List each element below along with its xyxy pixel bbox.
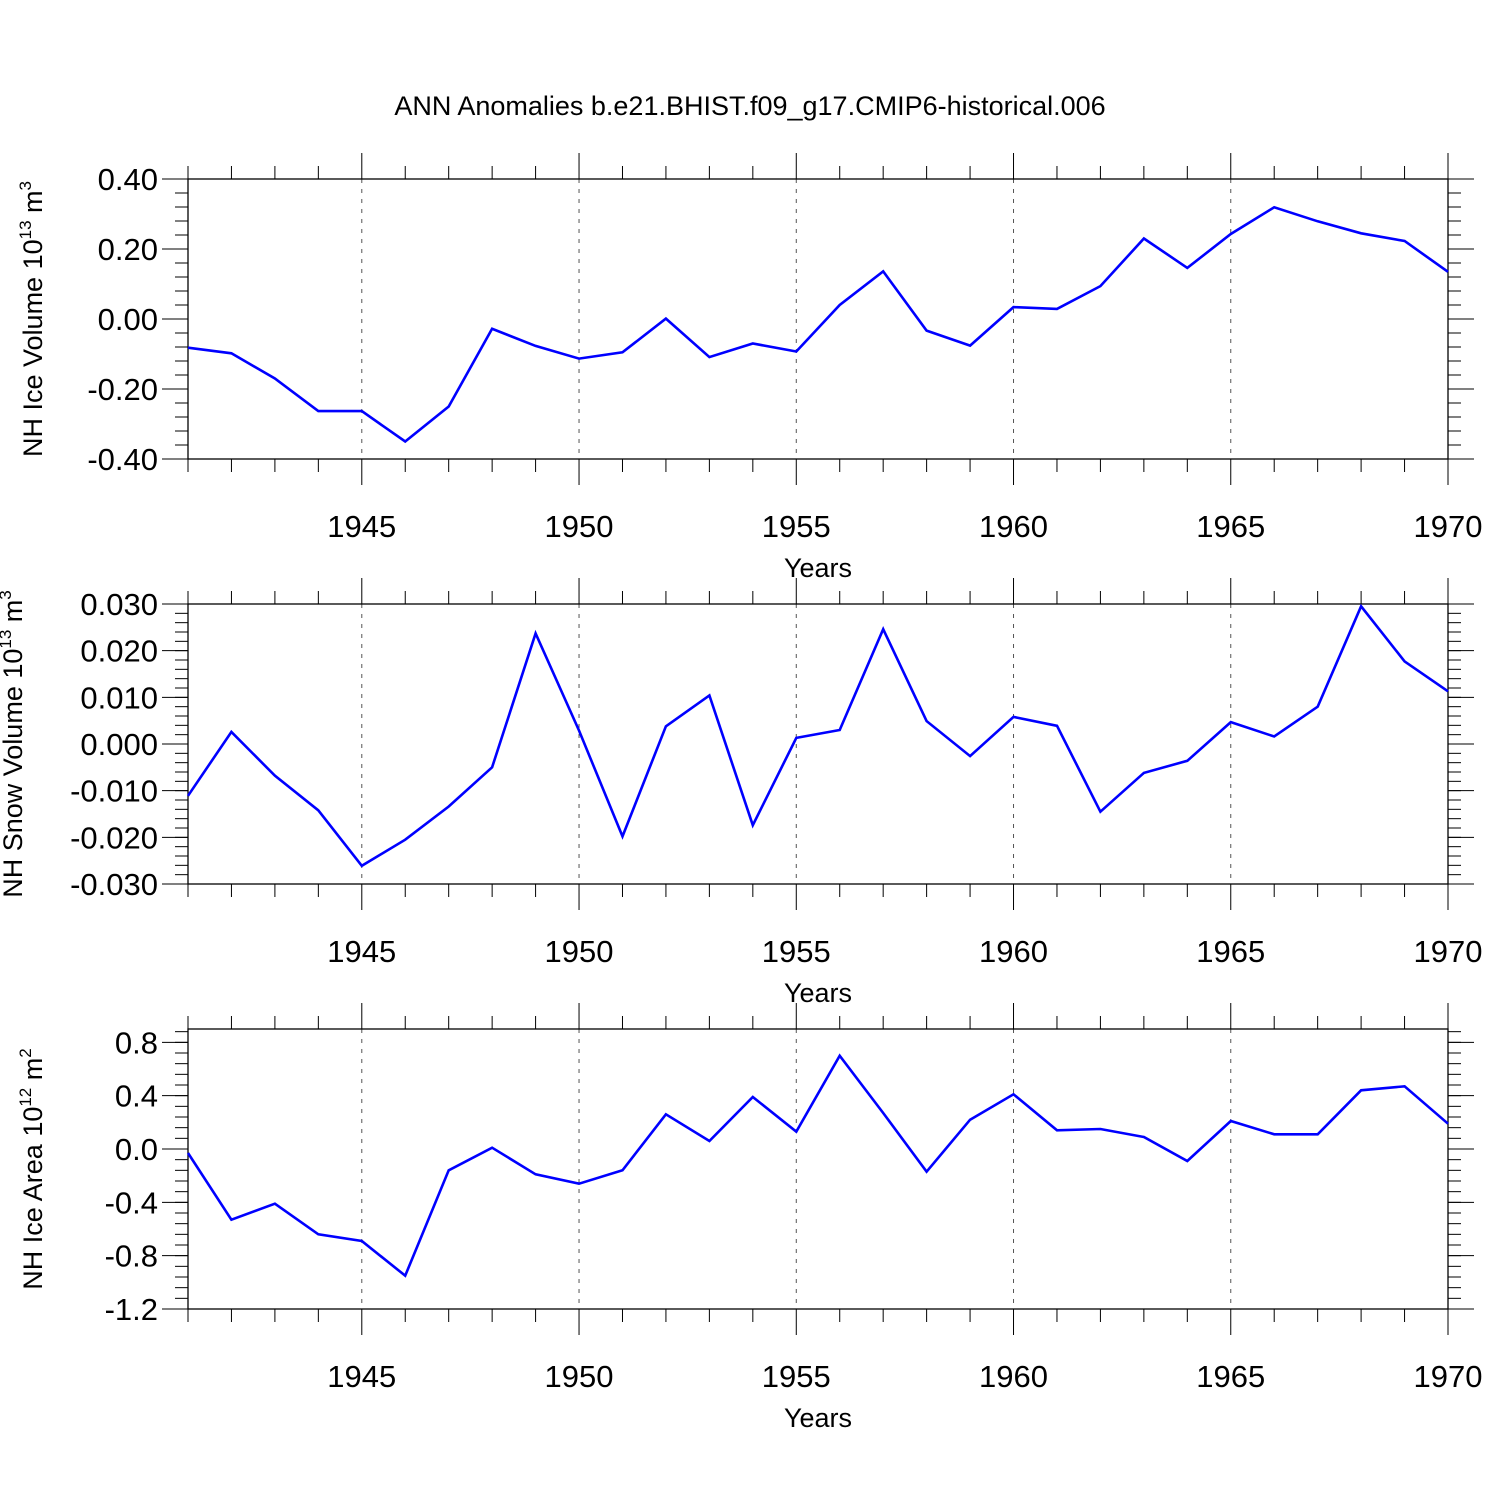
y-axis-label-exponent: 13 <box>0 630 15 649</box>
series-line <box>187 205 1449 444</box>
y-tick-label: 0.000 <box>80 727 158 762</box>
y-axis-label-exponent: 13 <box>16 220 35 239</box>
y-axis-label-unit: m <box>18 1058 48 1088</box>
x-tick-label: 1945 <box>327 509 396 544</box>
x-tick-label: 1945 <box>327 1359 396 1394</box>
y-tick-label: 0.010 <box>80 680 158 715</box>
x-tick-label: 1965 <box>1196 509 1265 544</box>
y-axis-label-text: NH Snow Volume 10 <box>0 649 28 898</box>
y-axis-label-unit: m <box>0 600 28 630</box>
y-tick-label: -0.4 <box>105 1185 158 1220</box>
y-tick-label: -1.2 <box>105 1292 158 1327</box>
chart-panel-2: -0.030 -0.020 -0.010 0.000 0.010 0.020 0.030 19… <box>0 578 1482 1008</box>
y-tick-label: -0.020 <box>70 820 158 855</box>
series-line <box>186 1053 1449 1278</box>
x-tick-label: 1945 <box>327 934 396 969</box>
y-tick-label: -0.20 <box>87 372 158 407</box>
y-axis-label: NH Ice Volume 1013 m3 <box>16 181 48 457</box>
y-tick-label: -0.8 <box>105 1239 158 1274</box>
y-tick-label: 0.20 <box>98 232 158 267</box>
y-axis-label-exponent: 12 <box>16 1088 35 1107</box>
y-axis-label: NH Ice Area 1012 m2 <box>16 1048 48 1289</box>
chart-title: ANN Anomalies b.e21.BHIST.f09_g17.CMIP6-… <box>394 91 1105 121</box>
y-axis-label-unit-exponent: 2 <box>16 1048 35 1057</box>
plot-frame <box>187 603 1449 885</box>
x-tick-label: 1965 <box>1196 1359 1265 1394</box>
x-tick-label: 1955 <box>762 1359 831 1394</box>
y-tick-label: 0.030 <box>80 587 158 622</box>
y-tick-label: -0.030 <box>70 867 158 902</box>
x-tick-label: 1960 <box>979 509 1048 544</box>
x-tick-label: 1950 <box>545 1359 614 1394</box>
y-tick-label: 0.00 <box>98 302 158 337</box>
x-tick-label: 1970 <box>1414 509 1483 544</box>
series-line <box>186 603 1449 868</box>
y-tick-label: 0.4 <box>115 1079 158 1114</box>
x-axis-label: Years <box>784 1403 852 1433</box>
x-tick-label: 1970 <box>1414 934 1483 969</box>
x-tick-label: 1955 <box>762 509 831 544</box>
y-tick-label: 0.40 <box>98 162 158 197</box>
chart-panels: -0.40 -0.20 0.00 0.20 0.40 1945 1950 1955 1960 19… <box>0 153 1482 1433</box>
x-tick-label: 1950 <box>545 509 614 544</box>
chart-panel-3: -1.2 -0.8 -0.4 0.0 0.4 0.8 1945 1950 1955 1960 196… <box>16 1003 1482 1433</box>
y-axis-label-text: NH Ice Area 10 <box>18 1107 48 1290</box>
x-axis-label: Years <box>784 553 852 583</box>
chart-panel-1: -0.40 -0.20 0.00 0.20 0.40 1945 1950 1955 1960 19… <box>16 153 1482 583</box>
y-tick-label: 0.8 <box>115 1025 158 1060</box>
y-tick-label: -0.010 <box>70 774 158 809</box>
x-tick-label: 1965 <box>1196 934 1265 969</box>
x-tick-label: 1960 <box>979 1359 1048 1394</box>
y-tick-label: -0.40 <box>87 442 158 477</box>
y-axis-label-unit-exponent: 3 <box>0 590 15 599</box>
y-axis-label-unit: m <box>18 190 48 220</box>
x-tick-label: 1970 <box>1414 1359 1483 1394</box>
y-axis-label-unit-exponent: 3 <box>16 181 35 190</box>
plot-frame <box>187 178 1449 460</box>
x-tick-label: 1950 <box>545 934 614 969</box>
y-axis-label: NH Snow Volume 1013 m3 <box>0 590 28 898</box>
x-tick-label: 1955 <box>762 934 831 969</box>
plot-frame <box>187 1028 1449 1310</box>
y-tick-label: 0.0 <box>115 1132 158 1167</box>
x-tick-label: 1960 <box>979 934 1048 969</box>
y-tick-label: 0.020 <box>80 634 158 669</box>
y-axis-label-text: NH Ice Volume 10 <box>18 239 48 457</box>
x-axis-label: Years <box>784 978 852 1008</box>
